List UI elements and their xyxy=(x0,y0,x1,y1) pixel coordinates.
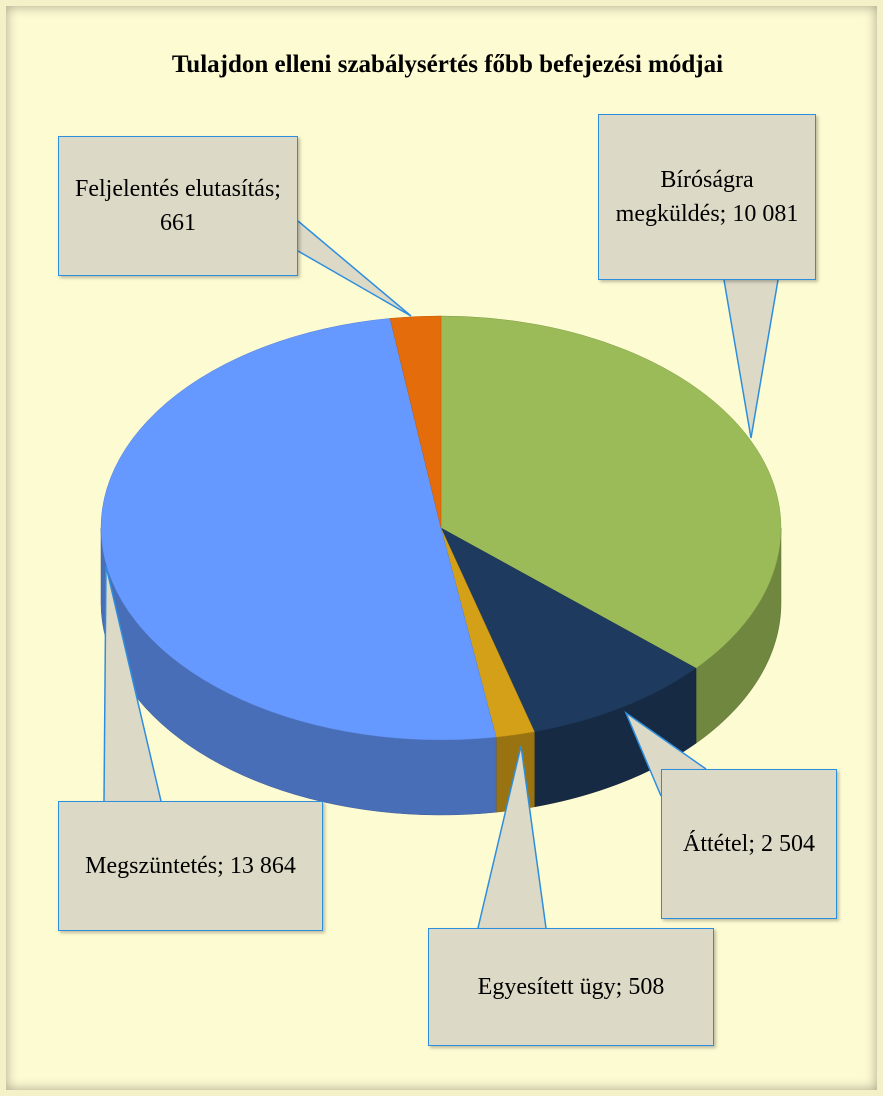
value-label: 13 864 xyxy=(229,853,296,879)
label-separator: ; xyxy=(217,853,230,879)
data-label: Bíróságra megküldés; 10 081 xyxy=(598,114,816,280)
category-label: Feljelentés elutasítás xyxy=(75,176,275,202)
pie-plot xyxy=(100,220,782,929)
chart-title: Tulajdon elleni szabálysértés főbb befej… xyxy=(171,51,724,78)
data-label-text: Feljelentés elutasítás; 661 xyxy=(73,172,283,240)
leader-line xyxy=(477,745,547,929)
data-label: Feljelentés elutasítás; 661 xyxy=(58,136,298,276)
data-label-text: Bíróságra megküldés; 10 081 xyxy=(613,163,801,231)
category-label: Egyesített ügy xyxy=(477,974,616,1000)
slice xyxy=(389,315,442,529)
data-label: Egyesített ügy; 508 xyxy=(428,928,714,1046)
label-separator: ; xyxy=(615,974,629,1000)
category-label: Megszüntetés xyxy=(85,853,218,879)
leader-line xyxy=(723,279,779,439)
data-label-text: Egyesített ügy; 508 xyxy=(478,970,665,1004)
category-label: Áttétel xyxy=(683,831,749,857)
label-separator: ; xyxy=(748,831,761,857)
value-label: 10 081 xyxy=(732,201,799,227)
value-label: 508 xyxy=(628,974,665,1000)
data-label-text: Áttétel; 2 504 xyxy=(683,827,815,861)
data-label: Áttétel; 2 504 xyxy=(661,769,837,919)
category-label: Bíróságra megküldés xyxy=(615,167,754,227)
label-separator: ; xyxy=(719,201,733,227)
value-label: 2 504 xyxy=(760,831,815,857)
slice xyxy=(100,318,497,741)
slice xyxy=(440,315,782,669)
value-label: 661 xyxy=(160,210,196,236)
label-separator: ; xyxy=(274,176,281,202)
data-label-text: Megszüntetés; 13 864 xyxy=(85,849,296,883)
slice xyxy=(440,527,697,733)
leader-line xyxy=(103,565,162,802)
leader-line xyxy=(297,220,412,317)
data-label: Megszüntetés; 13 864 xyxy=(58,801,323,931)
